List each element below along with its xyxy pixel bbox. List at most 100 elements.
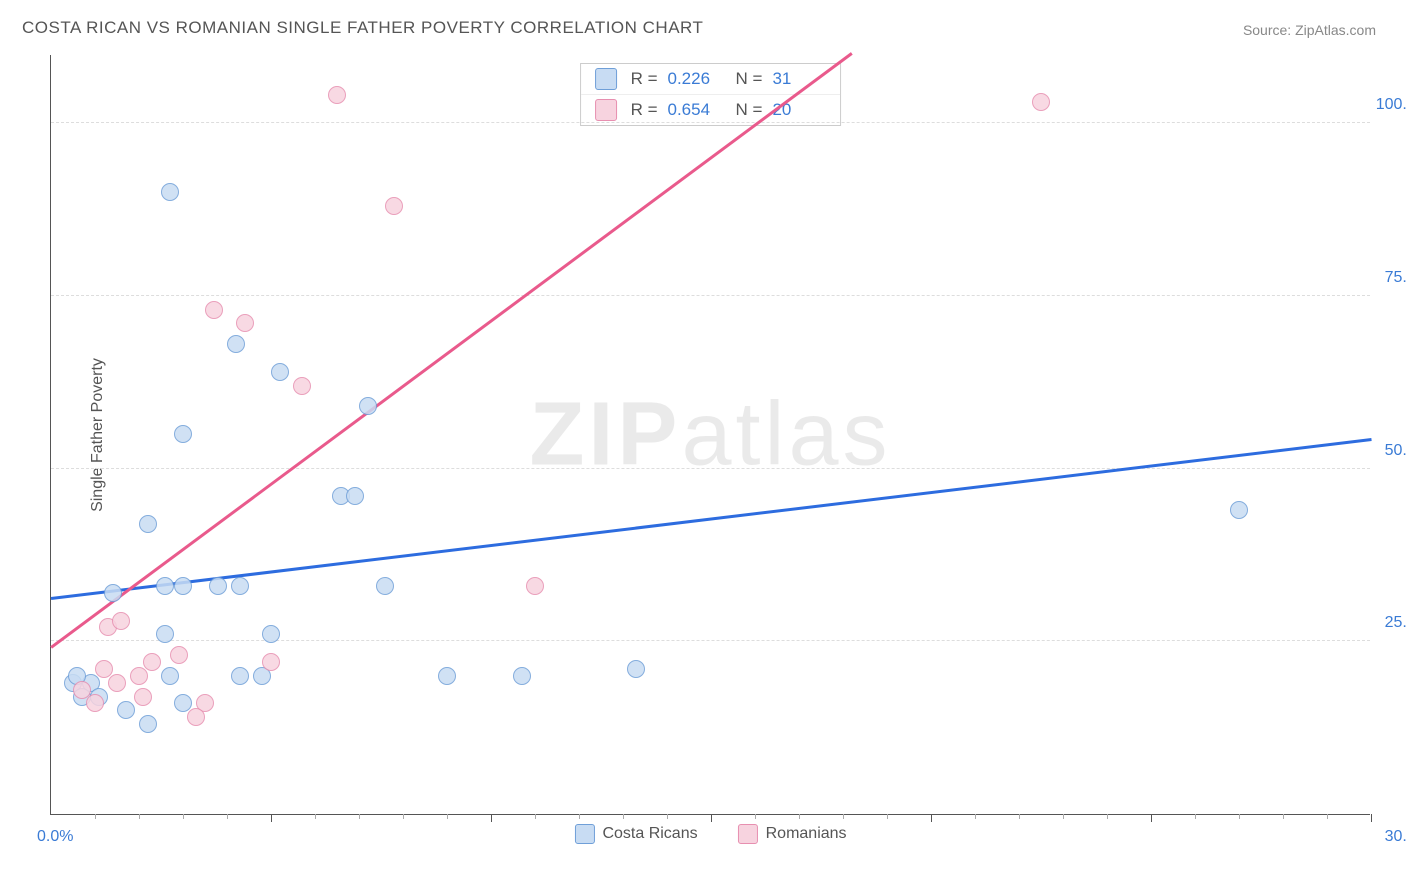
n-label: N = <box>736 69 763 89</box>
data-point <box>227 335 245 353</box>
data-point <box>438 667 456 685</box>
data-point <box>139 715 157 733</box>
source-label: Source: ZipAtlas.com <box>1243 22 1376 38</box>
data-point <box>1032 93 1050 111</box>
data-point <box>187 708 205 726</box>
gridline <box>51 640 1370 641</box>
x-tick <box>139 814 140 819</box>
data-point <box>385 197 403 215</box>
x-axis-min-label: 0.0% <box>37 828 73 846</box>
y-tick-label: 100.0% <box>1376 96 1406 114</box>
data-point <box>231 577 249 595</box>
data-point <box>262 625 280 643</box>
data-point <box>156 625 174 643</box>
gridline <box>51 468 1370 469</box>
x-tick <box>1371 814 1372 822</box>
data-point <box>86 694 104 712</box>
legend-swatch <box>595 99 617 121</box>
watermark: ZIPatlas <box>529 383 891 486</box>
data-point <box>376 577 394 595</box>
x-tick <box>1151 814 1152 822</box>
data-point <box>170 646 188 664</box>
data-point <box>108 674 126 692</box>
data-point <box>104 584 122 602</box>
x-tick <box>315 814 316 819</box>
x-tick <box>271 814 272 822</box>
data-point <box>174 577 192 595</box>
data-point <box>627 660 645 678</box>
x-tick <box>975 814 976 819</box>
legend-swatch <box>574 824 594 844</box>
stats-row: R =0.654N =20 <box>581 94 841 125</box>
x-tick <box>1195 814 1196 819</box>
x-tick <box>579 814 580 819</box>
x-tick <box>1019 814 1020 819</box>
x-tick <box>1283 814 1284 819</box>
data-point <box>174 425 192 443</box>
x-tick <box>227 814 228 819</box>
data-point <box>130 667 148 685</box>
x-tick <box>447 814 448 819</box>
legend-swatch <box>595 68 617 90</box>
data-point <box>262 653 280 671</box>
data-point <box>156 577 174 595</box>
data-point <box>117 701 135 719</box>
x-tick <box>491 814 492 822</box>
r-label: R = <box>631 69 658 89</box>
plot-area: Single Father Poverty ZIPatlas R = 0.226 N… <box>50 55 1370 815</box>
x-tick <box>711 814 712 822</box>
x-tick <box>95 814 96 819</box>
legend-item: Costa Ricans <box>574 824 697 844</box>
chart-title: COSTA RICAN VS ROMANIAN SINGLE FATHER PO… <box>22 18 703 38</box>
y-axis-title: Single Father Poverty <box>89 358 107 512</box>
data-point <box>328 86 346 104</box>
x-tick <box>359 814 360 819</box>
data-point <box>346 487 364 505</box>
data-point <box>513 667 531 685</box>
data-point <box>205 301 223 319</box>
x-tick <box>1239 814 1240 819</box>
x-tick <box>843 814 844 819</box>
legend-label: Romanians <box>766 825 847 843</box>
x-tick <box>887 814 888 819</box>
legend-label: Costa Ricans <box>602 825 697 843</box>
x-tick <box>667 814 668 819</box>
gridline <box>51 295 1370 296</box>
x-tick <box>1063 814 1064 819</box>
y-tick-label: 75.0% <box>1385 269 1406 287</box>
x-tick <box>183 814 184 819</box>
trend-line <box>51 438 1371 599</box>
data-point <box>526 577 544 595</box>
data-point <box>293 377 311 395</box>
data-point <box>209 577 227 595</box>
legend-item: Romanians <box>738 824 847 844</box>
r-value: 0.226 <box>668 69 722 89</box>
x-tick <box>1107 814 1108 819</box>
legend-swatch <box>738 824 758 844</box>
r-value: 0.654 <box>668 100 722 120</box>
n-label: N = <box>736 100 763 120</box>
data-point <box>161 183 179 201</box>
trend-line <box>50 52 852 648</box>
data-point <box>139 515 157 533</box>
x-tick <box>931 814 932 822</box>
x-tick <box>403 814 404 819</box>
data-point <box>143 653 161 671</box>
y-tick-label: 50.0% <box>1385 442 1406 460</box>
data-point <box>271 363 289 381</box>
x-axis-max-label: 30.0% <box>1385 828 1406 846</box>
x-tick <box>535 814 536 819</box>
data-point <box>161 667 179 685</box>
data-point <box>134 688 152 706</box>
data-point <box>231 667 249 685</box>
series-legend: Costa Ricans Romanians <box>574 824 846 844</box>
r-label: R = <box>631 100 658 120</box>
x-tick <box>799 814 800 819</box>
stats-legend: R =0.226N =31R =0.654N =20 <box>580 63 842 126</box>
y-tick-label: 25.0% <box>1385 614 1406 632</box>
data-point <box>1230 501 1248 519</box>
data-point <box>359 397 377 415</box>
data-point <box>112 612 130 630</box>
gridline <box>51 122 1370 123</box>
data-point <box>236 314 254 332</box>
